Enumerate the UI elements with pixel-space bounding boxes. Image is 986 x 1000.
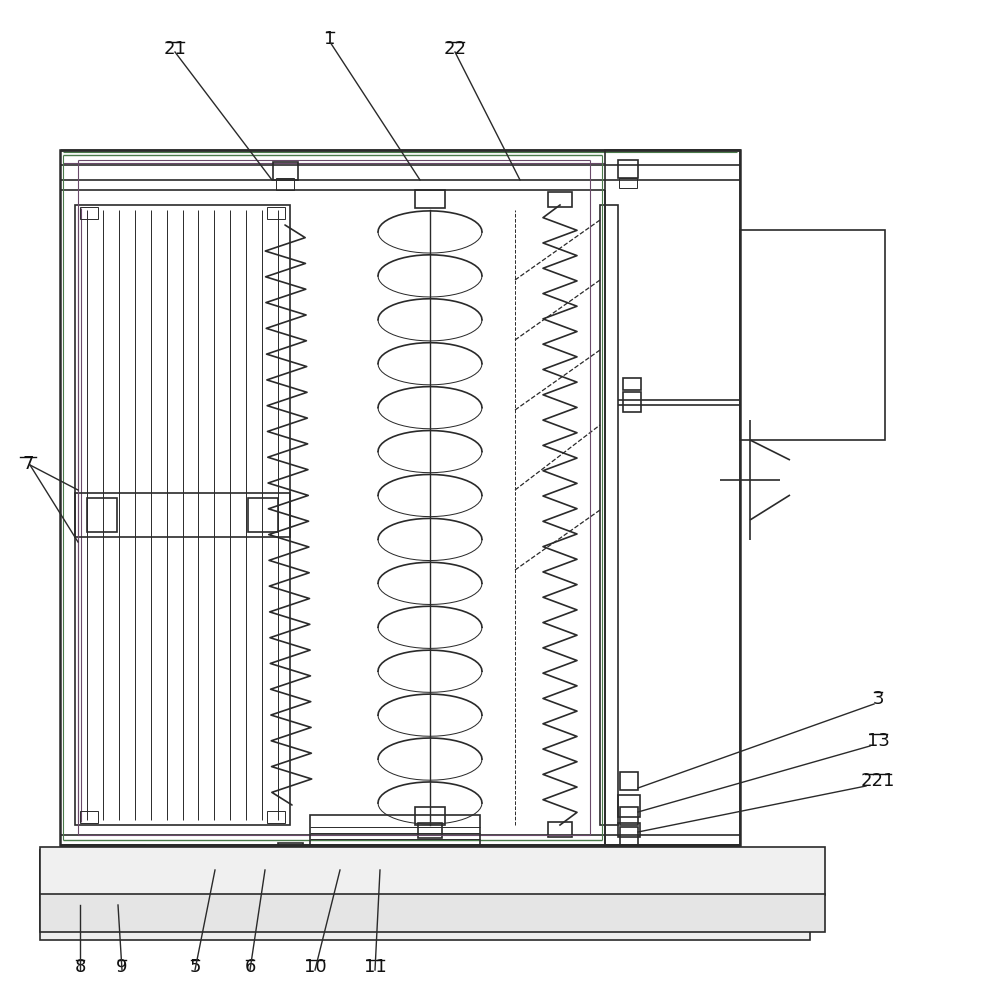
Text: 13: 13 — [866, 732, 888, 750]
Bar — [75, 493, 290, 537]
Bar — [599, 205, 617, 825]
Bar — [547, 192, 572, 207]
Bar — [40, 850, 810, 905]
Text: 9: 9 — [116, 958, 127, 976]
Bar — [65, 845, 145, 905]
Bar — [414, 807, 445, 825]
Bar — [40, 847, 824, 895]
Bar — [547, 822, 572, 837]
Text: 8: 8 — [74, 958, 86, 976]
Bar — [278, 843, 303, 857]
Bar — [40, 850, 810, 940]
Text: 22: 22 — [443, 40, 466, 58]
Bar — [247, 498, 278, 532]
Bar — [80, 811, 98, 823]
Bar — [590, 855, 714, 905]
Bar — [617, 160, 637, 178]
Bar — [40, 894, 824, 932]
Text: 1: 1 — [324, 30, 335, 48]
Bar — [414, 190, 445, 208]
Text: 5: 5 — [189, 958, 200, 976]
Text: 6: 6 — [245, 958, 255, 976]
Text: 21: 21 — [164, 40, 186, 58]
Bar — [75, 205, 290, 825]
Bar — [60, 150, 740, 845]
Text: 3: 3 — [872, 690, 882, 708]
Text: 221: 221 — [860, 772, 894, 790]
Bar — [617, 823, 639, 837]
Bar — [280, 855, 300, 870]
Bar — [604, 150, 740, 845]
Text: 10: 10 — [304, 958, 326, 976]
Bar — [87, 498, 117, 532]
Bar — [619, 827, 637, 845]
Text: 7: 7 — [23, 455, 34, 473]
Bar — [267, 811, 285, 823]
Bar — [622, 392, 640, 412]
Bar — [619, 807, 637, 825]
Bar — [619, 772, 637, 790]
Bar — [276, 178, 294, 190]
Bar — [267, 207, 285, 219]
Bar — [622, 378, 640, 390]
Bar — [618, 178, 636, 188]
Bar — [617, 795, 639, 817]
Bar — [418, 823, 442, 838]
Text: 11: 11 — [363, 958, 386, 976]
Bar — [80, 207, 98, 219]
Bar — [273, 162, 298, 180]
Bar — [310, 815, 479, 845]
Bar — [740, 230, 884, 440]
